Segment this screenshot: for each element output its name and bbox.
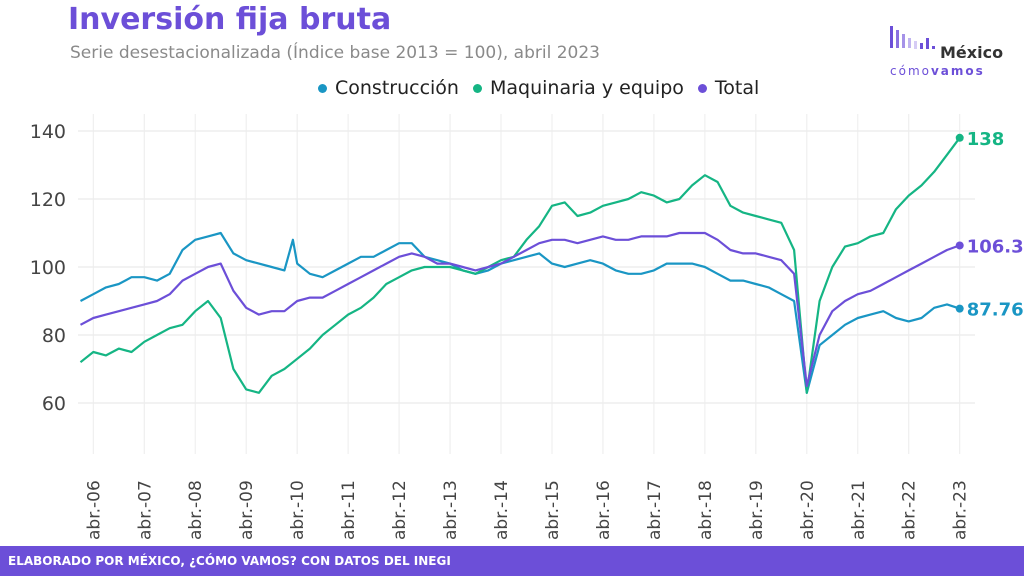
x-tick-label: abr.-22 xyxy=(900,480,920,540)
legend-label: Total xyxy=(714,77,760,99)
data-label-total: 106.34 xyxy=(967,236,1024,257)
chart-legend: Construcción Maquinaria y equipo Total xyxy=(318,77,759,99)
x-tick-label: abr.-17 xyxy=(645,480,665,540)
x-tick-label: abr.-12 xyxy=(390,480,410,540)
x-tick-label: abr.-20 xyxy=(798,480,818,540)
legend-item-maquinaria[interactable]: Maquinaria y equipo xyxy=(472,77,684,99)
legend-item-construccion[interactable]: Construcción xyxy=(318,77,459,99)
series-end-point-construccion xyxy=(955,304,964,313)
legend-item-total[interactable]: Total xyxy=(697,77,760,99)
data-label-construccion: 87.76 xyxy=(967,300,1024,321)
y-tick-label: 100 xyxy=(30,257,66,279)
x-tick-label: abr.-21 xyxy=(849,480,869,540)
chart-title: Inversión fija bruta xyxy=(68,2,392,37)
series-end-point-maquinaria xyxy=(955,133,964,142)
legend-dot-icon xyxy=(472,83,482,93)
y-axis-tick-labels: 60 80 100 120 140 xyxy=(30,121,66,415)
x-tick-label: abr.-19 xyxy=(747,480,767,540)
x-axis-tick-labels: abr.-06 abr.-07 abr.-08 abr.-09 abr.-10 abr.-… xyxy=(84,480,970,540)
chart-grid xyxy=(78,114,975,454)
series-line-construccion xyxy=(79,231,961,394)
x-tick-label: abr.-13 xyxy=(441,480,461,540)
x-tick-label: abr.-07 xyxy=(135,480,155,540)
mexico-como-vamos-logo: México cómovamos xyxy=(888,26,1004,82)
x-tick-label: abr.-15 xyxy=(543,480,563,540)
legend-dot-icon xyxy=(697,83,707,93)
y-tick-label: 60 xyxy=(42,393,66,415)
footer-source: ELABORADO POR MÉXICO, ¿CÓMO VAMOS? CON D… xyxy=(0,546,1024,576)
x-tick-label: abr.-14 xyxy=(492,480,512,540)
logo-bars-icon xyxy=(890,26,935,49)
legend-label: Construcción xyxy=(335,77,459,99)
x-tick-label: abr.-08 xyxy=(186,480,206,540)
series-lines xyxy=(79,133,964,394)
chart-subtitle: Serie desestacionalizada (Índice base 20… xyxy=(70,43,600,63)
series-end-labels: 87.76 138 106.34 xyxy=(967,129,1024,321)
series-line-maquinaria xyxy=(79,137,961,394)
x-tick-label: abr.-10 xyxy=(288,480,308,540)
x-tick-label: abr.-06 xyxy=(84,480,104,540)
x-tick-label: abr.-16 xyxy=(594,480,614,540)
logo-text: México xyxy=(940,43,1004,62)
y-tick-label: 80 xyxy=(42,325,66,347)
x-tick-label: abr.-09 xyxy=(237,480,257,540)
series-line-total xyxy=(79,231,961,388)
logo-subtext: cómovamos xyxy=(890,64,985,78)
data-label-maquinaria: 138 xyxy=(967,129,1005,150)
y-tick-label: 140 xyxy=(30,121,66,143)
y-tick-label: 120 xyxy=(30,189,66,211)
x-tick-label: abr.-23 xyxy=(951,480,971,540)
legend-dot-icon xyxy=(318,83,327,93)
x-tick-label: abr.-18 xyxy=(696,480,716,540)
x-tick-label: abr.-11 xyxy=(339,480,359,540)
series-end-point-total xyxy=(955,241,964,250)
legend-label: Maquinaria y equipo xyxy=(489,77,684,99)
